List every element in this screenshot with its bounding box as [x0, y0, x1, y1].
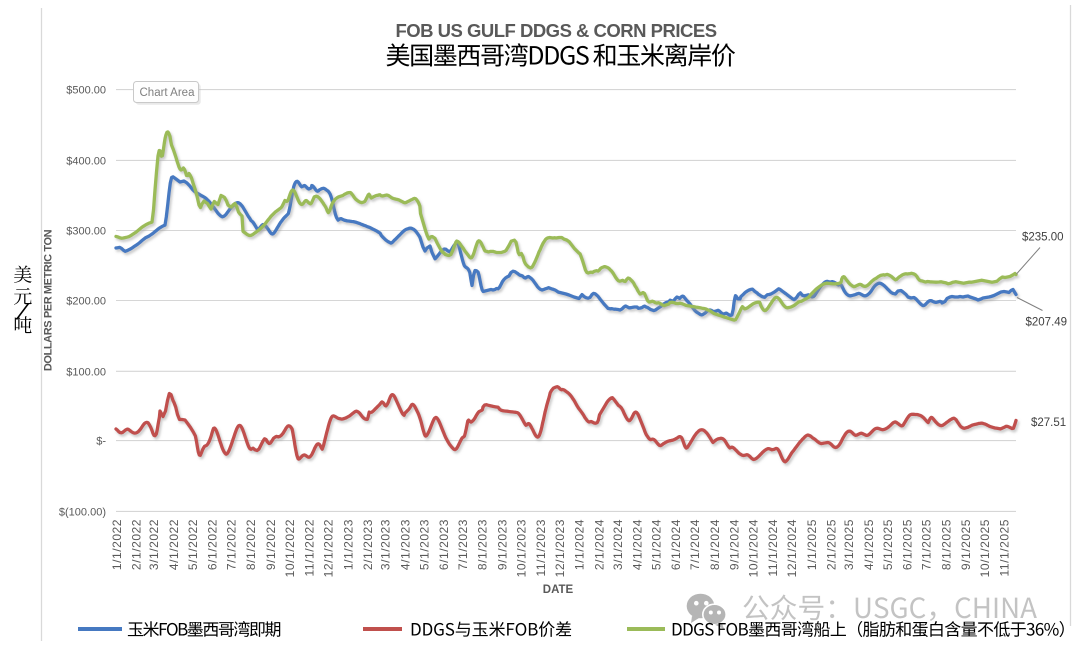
svg-text:11/1/2025: 11/1/2025 [998, 519, 1012, 576]
svg-text:$200.00: $200.00 [66, 296, 106, 308]
svg-text:2/1/2025: 2/1/2025 [825, 519, 839, 570]
svg-text:$207.49: $207.49 [1026, 317, 1068, 329]
svg-text:$300.00: $300.00 [66, 226, 106, 238]
svg-text:$-: $- [96, 436, 106, 448]
svg-text:Chart Area: Chart Area [140, 87, 196, 99]
svg-text:11/1/2022: 11/1/2022 [303, 519, 317, 576]
svg-text:5/1/2024: 5/1/2024 [650, 519, 664, 570]
svg-text:4/1/2024: 4/1/2024 [630, 519, 644, 570]
svg-text:8/1/2022: 8/1/2022 [244, 519, 258, 570]
svg-text:7/1/2023: 7/1/2023 [456, 519, 470, 570]
svg-text:3/1/2025: 3/1/2025 [842, 519, 856, 570]
svg-text:5/1/2022: 5/1/2022 [186, 519, 200, 570]
svg-text:4/1/2025: 4/1/2025 [862, 519, 876, 570]
svg-text:6/1/2022: 6/1/2022 [206, 519, 220, 570]
svg-text:9/1/2025: 9/1/2025 [959, 519, 973, 570]
svg-text:$100.00: $100.00 [66, 366, 106, 378]
svg-text:DATE: DATE [543, 584, 574, 596]
svg-text:3/1/2023: 3/1/2023 [379, 519, 393, 570]
svg-text:2/1/2022: 2/1/2022 [130, 519, 144, 570]
svg-text:7/1/2024: 7/1/2024 [688, 519, 702, 570]
svg-text:9/1/2024: 9/1/2024 [728, 519, 742, 570]
svg-text:9/1/2023: 9/1/2023 [495, 519, 509, 570]
svg-text:11/1/2023: 11/1/2023 [534, 519, 548, 576]
svg-text:2/1/2024: 2/1/2024 [592, 519, 606, 570]
svg-text:11/1/2024: 11/1/2024 [766, 519, 780, 576]
svg-text:1/1/2025: 1/1/2025 [805, 519, 819, 570]
svg-text:DOLLARS PER METRIC TON: DOLLARS PER METRIC TON [43, 229, 55, 371]
svg-text:FOB US GULF DDGS & CORN PRICES: FOB US GULF DDGS & CORN PRICES [395, 20, 716, 41]
svg-text:12/1/2022: 12/1/2022 [322, 519, 336, 577]
svg-text:$27.51: $27.51 [1031, 417, 1066, 429]
svg-text:$500.00: $500.00 [66, 85, 106, 97]
svg-text:10/1/2024: 10/1/2024 [747, 519, 761, 577]
svg-text:8/1/2023: 8/1/2023 [476, 519, 490, 570]
svg-text:10/1/2023: 10/1/2023 [514, 519, 528, 577]
svg-text:1/1/2023: 1/1/2023 [341, 519, 355, 570]
svg-text:6/1/2025: 6/1/2025 [901, 519, 915, 570]
svg-text:5/1/2023: 5/1/2023 [417, 519, 431, 570]
svg-text:7/1/2025: 7/1/2025 [920, 519, 934, 570]
svg-text:3/1/2024: 3/1/2024 [611, 519, 625, 570]
svg-text:1/1/2022: 1/1/2022 [110, 519, 124, 570]
svg-text:1/1/2024: 1/1/2024 [573, 519, 587, 570]
svg-text:$(100.00): $(100.00) [59, 506, 106, 518]
svg-text:3/1/2022: 3/1/2022 [147, 519, 161, 570]
svg-text:12/1/2023: 12/1/2023 [553, 519, 567, 577]
svg-text:2/1/2023: 2/1/2023 [361, 519, 375, 570]
svg-text:7/1/2022: 7/1/2022 [225, 519, 239, 570]
svg-text:10/1/2025: 10/1/2025 [978, 519, 992, 577]
svg-text:4/1/2022: 4/1/2022 [167, 519, 181, 570]
svg-text:$400.00: $400.00 [66, 155, 106, 167]
svg-text:6/1/2024: 6/1/2024 [669, 519, 683, 570]
svg-text:10/1/2022: 10/1/2022 [283, 519, 297, 577]
svg-text:6/1/2023: 6/1/2023 [437, 519, 451, 570]
svg-text:8/1/2025: 8/1/2025 [939, 519, 953, 570]
svg-text:12/1/2024: 12/1/2024 [785, 519, 799, 577]
svg-text:$235.00: $235.00 [1022, 232, 1064, 244]
svg-text:5/1/2025: 5/1/2025 [881, 519, 895, 570]
svg-text:9/1/2022: 9/1/2022 [264, 519, 278, 570]
svg-text:4/1/2023: 4/1/2023 [398, 519, 412, 570]
svg-text:8/1/2024: 8/1/2024 [708, 519, 722, 570]
